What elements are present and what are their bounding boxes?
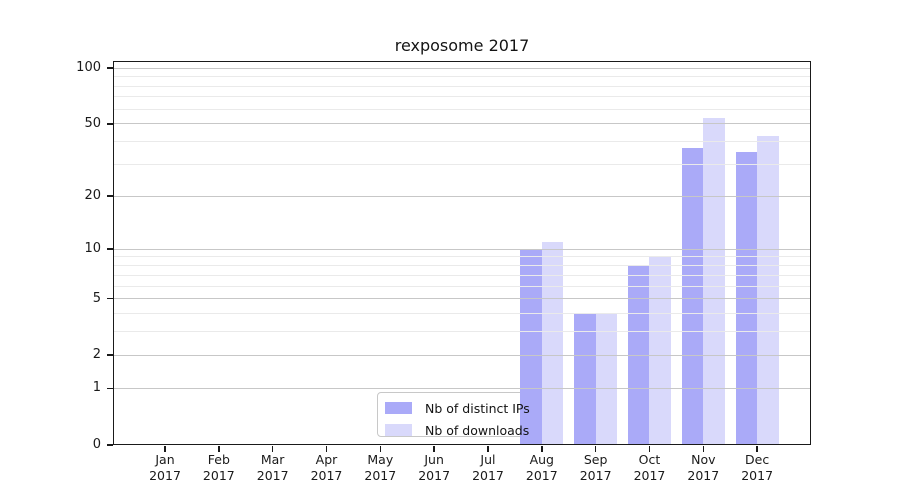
x-tick-month: Jan bbox=[155, 452, 175, 467]
y-tick-label: 2 bbox=[92, 347, 101, 363]
y-gridline-major bbox=[113, 67, 811, 69]
legend: Nb of distinct IPs Nb of downloads bbox=[377, 392, 547, 438]
y-tick-mark bbox=[107, 297, 113, 300]
x-tick-year: 2017 bbox=[741, 467, 774, 483]
x-tick-label: Apr 2017 bbox=[296, 452, 356, 483]
x-tick-year: 2017 bbox=[310, 467, 343, 483]
y-gridline-minor bbox=[113, 96, 811, 98]
x-tick-mark bbox=[702, 446, 705, 452]
x-tick-mark bbox=[487, 446, 489, 452]
x-tick-mark bbox=[379, 446, 382, 452]
x-tick-mark bbox=[218, 446, 220, 452]
x-tick-year: 2017 bbox=[202, 467, 235, 483]
bar-distinct-ips bbox=[520, 249, 542, 445]
y-tick-mark bbox=[107, 248, 113, 250]
chart-title: rexposome 2017 bbox=[394, 36, 530, 55]
x-tick-year: 2017 bbox=[633, 467, 666, 483]
y-tick-mark bbox=[107, 67, 113, 69]
x-tick-label: Dec 2017 bbox=[727, 452, 787, 483]
x-tick-month: Apr bbox=[315, 452, 338, 467]
bar-downloads bbox=[595, 313, 618, 445]
x-tick-month: Dec bbox=[745, 452, 770, 467]
y-tick-mark bbox=[107, 195, 113, 198]
legend-label: Nb of downloads bbox=[425, 422, 530, 438]
x-tick-label: Sep 2017 bbox=[566, 452, 626, 483]
x-tick-year: 2017 bbox=[418, 467, 451, 483]
x-tick-mark bbox=[594, 446, 597, 452]
bar-downloads bbox=[703, 117, 725, 445]
bar-distinct-ips bbox=[735, 152, 758, 445]
y-tick-label: 100 bbox=[76, 60, 101, 75]
x-tick-year: 2017 bbox=[472, 467, 504, 483]
x-tick-month: Jul bbox=[480, 452, 496, 467]
x-tick-label: Jul 2017 bbox=[458, 452, 518, 483]
x-tick-label: Nov 2017 bbox=[673, 452, 733, 483]
x-tick-year: 2017 bbox=[525, 467, 558, 483]
y-tick-mark bbox=[107, 123, 113, 125]
x-tick-month: Jun bbox=[424, 452, 444, 467]
x-tick-label: Mar 2017 bbox=[243, 452, 303, 483]
x-tick-month: Aug bbox=[529, 452, 554, 467]
x-tick-mark bbox=[325, 446, 328, 452]
x-tick-label: Oct 2017 bbox=[619, 452, 679, 483]
x-tick-mark bbox=[164, 446, 166, 452]
x-tick-mark bbox=[756, 446, 758, 452]
x-tick-year: 2017 bbox=[149, 467, 181, 483]
bar-downloads bbox=[541, 242, 564, 445]
x-tick-month: Mar bbox=[260, 452, 285, 467]
y-tick-label: 0 bbox=[92, 437, 101, 452]
y-gridline-minor bbox=[113, 85, 811, 87]
legend-row: Nb of downloads bbox=[385, 419, 547, 441]
bar-downloads bbox=[649, 256, 671, 445]
bar-downloads bbox=[757, 135, 779, 445]
y-tick-mark bbox=[107, 387, 113, 390]
y-tick-label: 20 bbox=[84, 188, 101, 204]
x-tick-label: Aug 2017 bbox=[512, 452, 572, 483]
y-tick-mark bbox=[107, 354, 113, 357]
x-tick-month: Oct bbox=[638, 452, 661, 467]
x-tick-year: 2017 bbox=[687, 467, 720, 483]
legend-label: Nb of distinct IPs bbox=[425, 400, 530, 416]
x-tick-label: Jan 2017 bbox=[135, 452, 195, 483]
x-tick-label: Feb 2017 bbox=[189, 452, 249, 483]
x-tick-mark bbox=[541, 446, 543, 452]
x-tick-month: Feb bbox=[207, 452, 230, 467]
x-tick-label: May 2017 bbox=[350, 452, 410, 483]
bar-distinct-ips bbox=[627, 265, 650, 445]
bar-distinct-ips bbox=[681, 147, 704, 445]
y-tick-mark bbox=[107, 444, 113, 446]
bar-distinct-ips bbox=[574, 313, 596, 445]
x-tick-mark bbox=[271, 446, 274, 452]
legend-row: Nb of distinct IPs bbox=[385, 397, 547, 419]
y-tick-label: 50 bbox=[84, 115, 101, 131]
y-gridline-minor bbox=[113, 108, 811, 110]
x-tick-month: May bbox=[367, 452, 394, 467]
legend-swatch-distinct-ips bbox=[385, 402, 412, 414]
legend-swatch-downloads bbox=[385, 424, 412, 436]
y-tick-label: 10 bbox=[84, 241, 101, 257]
x-tick-month: Sep bbox=[583, 452, 608, 467]
x-tick-year: 2017 bbox=[364, 467, 397, 483]
x-tick-mark bbox=[433, 446, 435, 452]
y-gridline-minor bbox=[113, 76, 811, 78]
x-tick-month: Nov bbox=[691, 452, 716, 467]
x-tick-year: 2017 bbox=[256, 467, 289, 483]
x-tick-label: Jun 2017 bbox=[404, 452, 464, 483]
x-tick-mark bbox=[648, 446, 651, 452]
y-tick-label: 1 bbox=[92, 380, 101, 396]
x-tick-year: 2017 bbox=[579, 467, 612, 483]
y-tick-label: 5 bbox=[92, 290, 101, 306]
